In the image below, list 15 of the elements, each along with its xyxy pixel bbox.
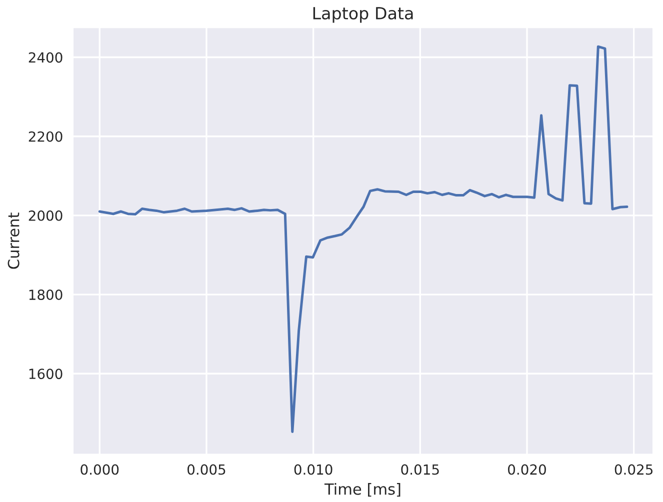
y-tick-label: 2400 [28, 52, 62, 63]
y-tick-label: 2000 [28, 210, 62, 221]
x-axis-title: Time [ms] [324, 483, 400, 497]
chart-title: Laptop Data [313, 7, 413, 23]
x-tick-label: 0.010 [294, 464, 332, 475]
y-tick-label: 1600 [29, 368, 62, 380]
x-tick-label: 0.025 [614, 464, 652, 475]
x-tick-label: 0.015 [401, 464, 439, 475]
y-tick-label: 1800 [29, 290, 62, 300]
line-series [98, 45, 628, 434]
y-tick-label: 2200 [28, 131, 62, 142]
x-tick-label: 0.005 [188, 464, 226, 475]
y-axis-title: Current [8, 212, 20, 269]
x-tick-label: 0.000 [80, 464, 119, 475]
x-tick-label: 0.020 [508, 464, 546, 475]
